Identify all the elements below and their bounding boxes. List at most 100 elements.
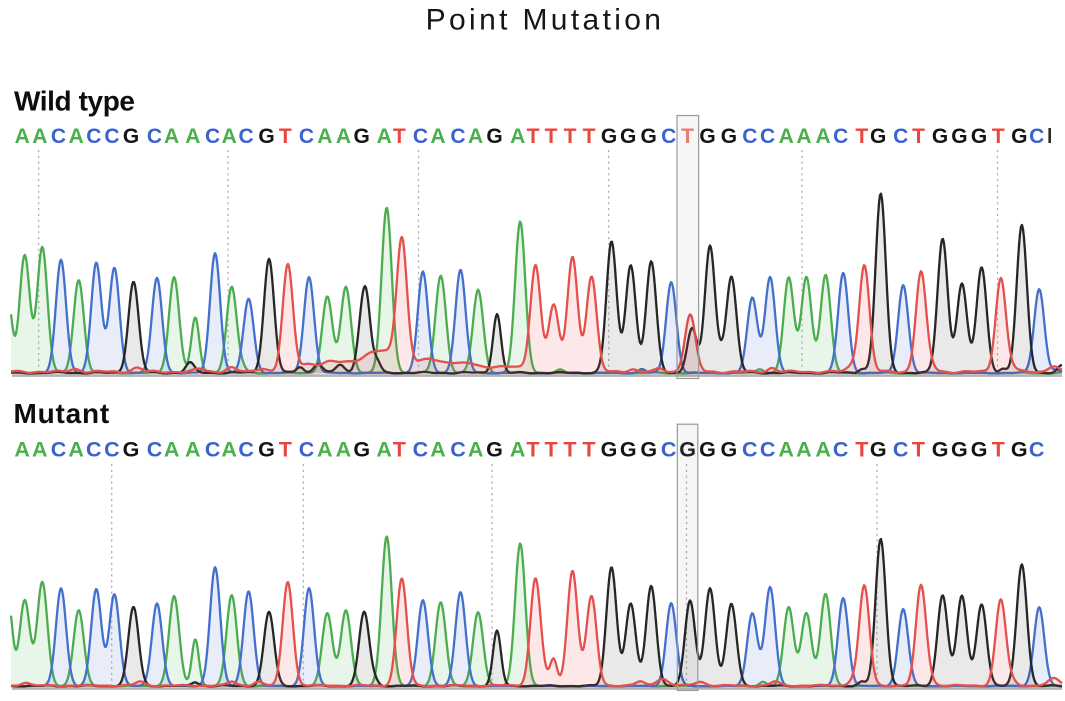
svg-text:A: A — [510, 438, 526, 462]
svg-text:T: T — [279, 125, 292, 148]
svg-text:G: G — [870, 125, 886, 148]
svg-text:C: C — [299, 438, 315, 462]
svg-text:G: G — [679, 438, 696, 462]
svg-text:A: A — [222, 125, 237, 148]
svg-text:A: A — [377, 125, 392, 148]
svg-text:A: A — [68, 438, 84, 462]
svg-text:G: G — [258, 125, 274, 148]
svg-text:G: G — [258, 438, 275, 462]
svg-text:A: A — [468, 125, 483, 148]
svg-text:A: A — [164, 438, 180, 462]
svg-text:A: A — [317, 438, 333, 462]
svg-text:G: G — [721, 125, 737, 148]
svg-text:A: A — [336, 438, 352, 462]
svg-text:A: A — [336, 125, 351, 148]
svg-text:T: T — [912, 125, 925, 148]
svg-text:A: A — [14, 438, 30, 462]
svg-text:T: T — [992, 438, 1005, 462]
svg-text:Point Mutation: Point Mutation — [426, 4, 665, 37]
svg-text:G: G — [971, 438, 988, 462]
svg-text:T: T — [564, 125, 577, 148]
svg-text:T: T — [526, 438, 539, 462]
svg-text:A: A — [815, 438, 831, 462]
svg-text:T: T — [393, 438, 406, 462]
svg-text:A: A — [164, 125, 179, 148]
svg-text:C: C — [661, 438, 677, 462]
svg-text:G: G — [620, 438, 637, 462]
svg-text:C: C — [299, 125, 314, 148]
svg-text:C: C — [104, 125, 119, 148]
svg-text:T: T — [279, 438, 292, 462]
svg-text:A: A — [32, 125, 47, 148]
svg-text:C: C — [205, 438, 221, 462]
svg-text:C: C — [833, 438, 849, 462]
svg-text:A: A — [221, 438, 237, 462]
svg-text:C: C — [147, 125, 162, 148]
svg-text:G: G — [699, 125, 715, 148]
svg-text:C: C — [742, 438, 758, 462]
svg-text:A: A — [468, 438, 484, 462]
svg-text:C: C — [893, 438, 909, 462]
svg-text:G: G — [620, 125, 636, 148]
svg-text:G: G — [971, 125, 987, 148]
svg-text:C: C — [86, 438, 102, 462]
svg-text:C: C — [742, 125, 757, 148]
svg-text:A: A — [430, 438, 446, 462]
svg-text:T: T — [563, 438, 576, 462]
svg-text:C: C — [86, 125, 101, 148]
svg-text:C: C — [413, 125, 428, 148]
svg-text:T: T — [681, 125, 694, 148]
svg-text:G: G — [486, 438, 503, 462]
svg-text:A: A — [185, 125, 200, 148]
svg-text:A: A — [778, 438, 794, 462]
svg-text:C: C — [1029, 125, 1044, 148]
svg-text:T: T — [393, 125, 406, 148]
svg-text:G: G — [123, 438, 140, 462]
svg-text:A: A — [510, 125, 525, 148]
svg-text:G: G — [601, 438, 618, 462]
svg-text:T: T — [527, 125, 540, 148]
svg-text:T: T — [582, 438, 595, 462]
svg-text:C: C — [413, 438, 429, 462]
svg-text:A: A — [796, 438, 812, 462]
svg-text:A: A — [69, 125, 84, 148]
svg-text:Wild type: Wild type — [14, 86, 135, 117]
svg-text:Mutant: Mutant — [14, 398, 111, 429]
svg-text:G: G — [640, 438, 657, 462]
svg-text:G: G — [1011, 125, 1027, 148]
svg-text:A: A — [816, 125, 831, 148]
svg-text:G: G — [951, 125, 967, 148]
svg-text:G: G — [123, 125, 139, 148]
svg-text:G: G — [699, 438, 716, 462]
svg-text:G: G — [1011, 438, 1028, 462]
svg-text:C: C — [1029, 438, 1045, 462]
svg-text:C: C — [104, 438, 120, 462]
svg-text:G: G — [354, 125, 370, 148]
svg-text:A: A — [796, 125, 811, 148]
svg-text:G: G — [601, 125, 617, 148]
svg-text:T: T — [583, 125, 596, 148]
svg-text:G: G — [486, 125, 502, 148]
svg-text:A: A — [317, 125, 332, 148]
svg-text:G: G — [932, 438, 949, 462]
svg-text:G: G — [353, 438, 370, 462]
svg-text:C: C — [51, 438, 67, 462]
svg-text:A: A — [779, 125, 794, 148]
svg-text:G: G — [932, 125, 948, 148]
svg-text:C: C — [760, 125, 775, 148]
svg-text:A: A — [376, 438, 392, 462]
svg-text:C: C — [450, 125, 465, 148]
svg-text:T: T — [855, 125, 868, 148]
svg-text:C: C — [205, 125, 220, 148]
svg-text:C: C — [893, 125, 908, 148]
svg-text:T: T — [545, 438, 558, 462]
svg-text:G: G — [951, 438, 968, 462]
svg-text:C: C — [239, 125, 254, 148]
svg-text:C: C — [51, 125, 66, 148]
svg-text:G: G — [641, 125, 657, 148]
svg-text:C: C — [661, 125, 676, 148]
svg-text:A: A — [32, 438, 48, 462]
svg-text:C: C — [450, 438, 466, 462]
svg-text:C: C — [238, 438, 254, 462]
svg-text:A: A — [430, 125, 445, 148]
